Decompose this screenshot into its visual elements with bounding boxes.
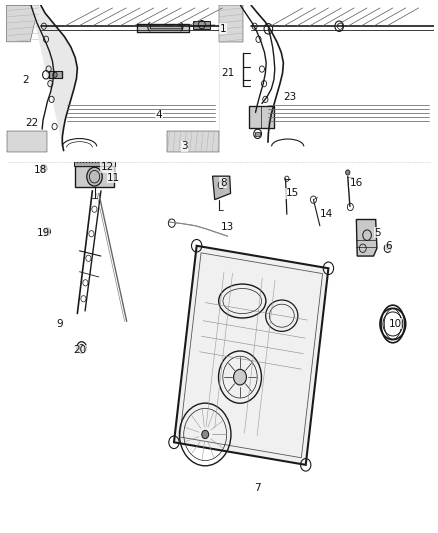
Text: 8: 8 [220, 178, 226, 188]
Text: 16: 16 [350, 178, 363, 188]
Polygon shape [249, 106, 274, 128]
Polygon shape [7, 5, 39, 42]
Text: 7: 7 [254, 483, 261, 494]
Text: 11: 11 [107, 173, 120, 183]
Circle shape [202, 430, 208, 439]
Text: 2: 2 [22, 75, 29, 85]
Polygon shape [219, 5, 243, 42]
Text: 13: 13 [221, 222, 234, 232]
Circle shape [233, 369, 247, 385]
Text: 3: 3 [181, 141, 188, 151]
Polygon shape [138, 23, 189, 33]
Text: 12: 12 [101, 162, 114, 172]
Circle shape [346, 170, 350, 175]
Text: 10: 10 [389, 319, 402, 329]
Text: 18: 18 [34, 165, 47, 175]
Polygon shape [7, 131, 47, 151]
Polygon shape [255, 132, 260, 136]
Text: 5: 5 [374, 228, 381, 238]
Polygon shape [74, 162, 115, 166]
Text: 15: 15 [285, 188, 299, 198]
Polygon shape [46, 229, 51, 232]
Polygon shape [357, 220, 377, 256]
Polygon shape [42, 166, 47, 169]
Text: 4: 4 [155, 110, 162, 120]
Polygon shape [31, 5, 78, 150]
Circle shape [53, 72, 57, 77]
Polygon shape [193, 21, 210, 29]
Polygon shape [49, 71, 62, 78]
Text: 9: 9 [57, 319, 64, 329]
Polygon shape [150, 25, 183, 29]
Text: 1: 1 [220, 24, 226, 34]
Text: 21: 21 [221, 68, 234, 78]
Text: 19: 19 [36, 228, 49, 238]
Polygon shape [174, 246, 328, 465]
Text: 20: 20 [73, 345, 86, 355]
Text: 22: 22 [26, 118, 39, 128]
Text: 6: 6 [385, 240, 392, 251]
Text: 23: 23 [283, 92, 297, 102]
Polygon shape [212, 176, 230, 200]
Polygon shape [386, 246, 391, 250]
Text: 14: 14 [320, 209, 333, 219]
Circle shape [87, 167, 102, 186]
Polygon shape [75, 166, 114, 187]
Polygon shape [167, 131, 219, 151]
